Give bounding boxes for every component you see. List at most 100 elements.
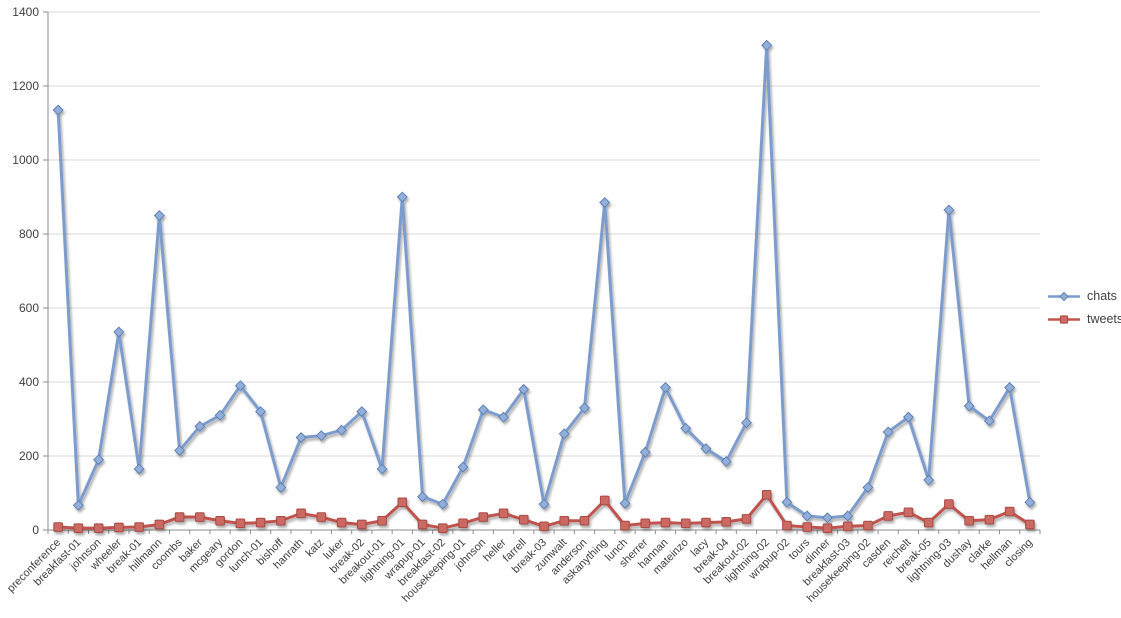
data-point-marker (700, 443, 712, 455)
data-point-marker (882, 426, 894, 438)
gridlines (48, 11, 1040, 457)
data-point-marker (640, 518, 651, 529)
data-point-marker (863, 520, 873, 531)
data-point-marker (539, 521, 549, 532)
data-point-marker (154, 519, 165, 530)
data-point-marker (458, 518, 468, 529)
data-point-marker (801, 510, 813, 522)
data-point-marker (93, 523, 104, 533)
data-point-marker (781, 496, 793, 508)
data-point-marker (782, 520, 792, 531)
data-point-marker (842, 510, 854, 522)
data-point-marker (174, 444, 186, 456)
data-point-marker (984, 514, 995, 525)
legend-item-label: chats (1087, 289, 1117, 303)
data-point-marker (761, 490, 772, 500)
legend-item-chats: chats (1046, 289, 1121, 303)
data-point-marker (639, 446, 651, 458)
series-tweets (53, 490, 1035, 533)
data-point-marker (113, 326, 125, 338)
data-point-marker (659, 382, 671, 394)
data-point-marker (53, 522, 63, 532)
data-point-marker (620, 520, 630, 531)
data-point-marker (93, 454, 105, 466)
data-point-marker (315, 430, 327, 442)
tweets-line-marker-icon (1048, 314, 1080, 324)
axis-labels: 0200400600800100012001400preconferencebr… (5, 5, 1035, 605)
data-point-marker (397, 497, 408, 508)
data-point-marker (862, 481, 874, 493)
data-point-marker (903, 507, 914, 518)
data-point-marker (295, 431, 307, 444)
data-point-marker (842, 521, 853, 532)
data-point-marker (983, 415, 995, 427)
data-point-marker (902, 411, 914, 423)
data-point-marker (680, 518, 691, 529)
data-series (52, 39, 1036, 533)
data-point-marker (195, 512, 205, 522)
y-axis-tick-label: 1400 (12, 5, 39, 19)
data-point-marker (1004, 506, 1015, 517)
data-point-marker (720, 456, 732, 468)
y-axis-tick-label: 400 (19, 375, 39, 389)
data-point-marker (721, 517, 732, 527)
data-point-marker (356, 519, 367, 530)
y-axis-tick-label: 800 (19, 227, 39, 241)
data-point-marker (944, 499, 954, 509)
data-point-marker (437, 523, 448, 533)
data-point-marker (437, 498, 449, 510)
data-point-marker (134, 522, 144, 532)
y-axis-tick-label: 600 (19, 301, 39, 315)
data-point-marker (498, 411, 510, 423)
data-point-marker (377, 515, 387, 526)
data-point-marker (579, 515, 590, 526)
data-point-marker (558, 428, 570, 440)
data-point-marker (417, 519, 428, 530)
data-point-marker (559, 515, 570, 526)
data-point-marker (396, 191, 408, 203)
legend: chats tweets (1046, 289, 1121, 326)
data-point-marker (943, 204, 955, 216)
data-point-marker (1024, 496, 1036, 508)
data-point-marker (153, 209, 165, 222)
data-point-marker (741, 514, 752, 524)
data-point-marker (73, 523, 84, 533)
data-point-marker (457, 461, 469, 473)
data-point-marker (255, 406, 267, 418)
data-point-marker (417, 491, 429, 503)
y-axis-tick-label: 0 (32, 523, 39, 537)
data-point-marker (740, 417, 752, 429)
data-point-marker (599, 495, 610, 506)
data-point-marker (822, 523, 833, 533)
data-point-marker (478, 512, 489, 522)
data-point-marker (234, 380, 246, 392)
data-point-marker (255, 517, 266, 528)
data-point-marker (1004, 382, 1016, 394)
data-point-marker (883, 511, 893, 521)
data-point-marker (619, 497, 631, 509)
data-point-marker (538, 498, 550, 510)
y-axis-tick-label: 1200 (12, 79, 39, 93)
data-point-marker (477, 404, 489, 416)
data-point-marker (275, 481, 287, 493)
legend-item-label: tweets (1087, 312, 1121, 326)
data-point-marker (276, 515, 286, 526)
data-point-marker (1059, 314, 1069, 324)
data-point-marker (578, 402, 590, 414)
data-point-marker (296, 508, 306, 519)
data-point-marker (376, 463, 388, 475)
data-point-marker (660, 517, 671, 528)
chats-line-marker-icon (1048, 291, 1080, 301)
data-point-marker (316, 512, 327, 522)
data-point-marker (923, 474, 935, 486)
data-point-marker (72, 499, 84, 511)
data-point-marker (52, 104, 64, 116)
data-point-marker (923, 517, 934, 528)
data-point-marker (701, 517, 711, 528)
y-axis-tick-label: 1000 (12, 153, 39, 167)
data-point-marker (114, 522, 124, 533)
data-point-marker (802, 522, 812, 532)
y-axis-tick-label: 200 (19, 449, 39, 463)
